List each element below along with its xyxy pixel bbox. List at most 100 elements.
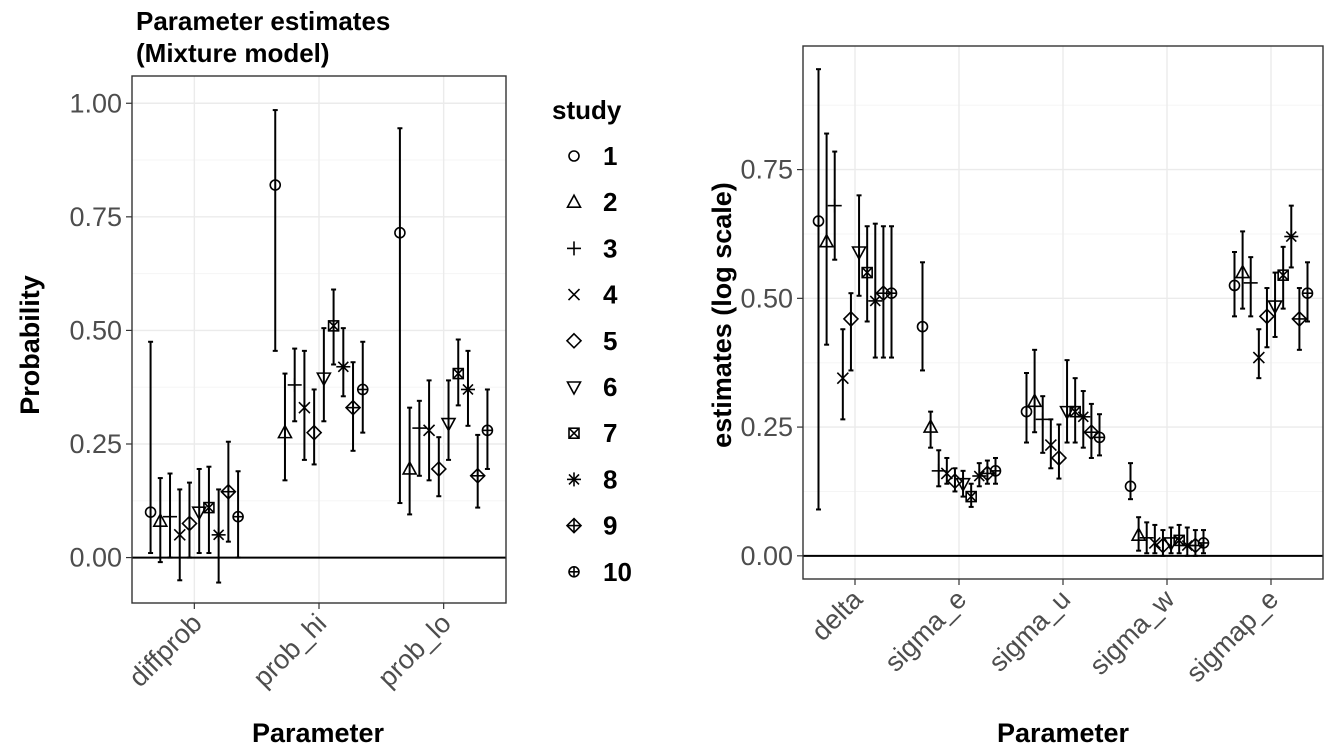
- point-study-10-sigma_w: [1197, 537, 1210, 549]
- point-study-3-prob_lo: [412, 421, 427, 436]
- legend-key-study-1: [568, 150, 580, 162]
- legend-title: study: [552, 95, 622, 125]
- point-study-10-prob_hi: [356, 383, 369, 396]
- legend-item-1: 1: [568, 141, 617, 171]
- legend-item-6: 6: [566, 372, 617, 402]
- point-study-4-delta: [836, 372, 849, 385]
- panel-1-series-7: [861, 225, 1289, 555]
- legend-key-study-8: [567, 472, 581, 487]
- legend-item-4: 4: [567, 280, 618, 310]
- right-x-axis-title: Parameter: [997, 718, 1130, 748]
- legend-item-8: 8: [567, 464, 617, 494]
- legend-item-5: 5: [565, 326, 617, 356]
- panel-1-x-tick-label-delta: delta: [806, 583, 869, 646]
- point-study-7-delta: [861, 266, 873, 279]
- point-study-1-prob_lo: [394, 226, 406, 239]
- point-study-8-prob_hi: [336, 359, 351, 374]
- point-study-6-prob_hi: [316, 372, 332, 387]
- point-study-4-sigma_e: [940, 467, 953, 480]
- panel-1-x-tick-label-sigma_w: sigma_w: [1084, 584, 1181, 681]
- panel-0-y-tick-label: 1.00: [69, 88, 122, 118]
- panel-1-y-tick-label: 0.25: [740, 412, 793, 442]
- panel-0-y-tick-label: 0.75: [69, 202, 122, 232]
- point-study-1-prob_hi: [269, 179, 282, 191]
- legend-label-2: 2: [603, 187, 617, 217]
- point-study-7-diffprob: [203, 501, 215, 514]
- point-study-7-prob_hi: [327, 320, 340, 332]
- point-study-2-prob_lo: [401, 460, 418, 475]
- point-study-10-sigmap_e: [1301, 287, 1314, 299]
- point-study-7-prob_lo: [452, 367, 465, 380]
- panel-1-x-tick-label-sigmap_e: sigmap_e: [1180, 584, 1284, 688]
- panel-0-y-tick-label: 0.50: [69, 315, 122, 345]
- panel-0-series-3: [163, 347, 427, 559]
- point-study-6-sigma_e: [955, 477, 971, 493]
- legend-key-study-9: [565, 517, 583, 534]
- point-study-8-diffprob: [211, 527, 226, 542]
- legend-item-10: 10: [568, 557, 632, 587]
- point-study-5-diffprob: [181, 515, 198, 532]
- legend-key-study-7: [568, 427, 580, 440]
- panel-1-y-tick-label: 0.75: [740, 155, 793, 185]
- legend-label-10: 10: [603, 557, 632, 587]
- legend-item-3: 3: [567, 233, 617, 263]
- panel-0-series-2: [152, 372, 418, 564]
- panel-1-series-1: [812, 68, 1241, 511]
- panel-0-series-5: [181, 388, 447, 559]
- point-study-1-sigmap_e: [1228, 279, 1241, 292]
- right-y-axis-title: estimates (log scale): [707, 182, 737, 448]
- point-study-1-sigma_e: [916, 320, 929, 333]
- panel-0-y-tick-label: 0.00: [69, 543, 122, 573]
- panel-1-series-2: [818, 132, 1251, 552]
- point-study-7-sigma_w: [1173, 534, 1185, 547]
- point-study-7-sigmap_e: [1277, 269, 1289, 281]
- point-study-3-sigma_u: [1035, 412, 1050, 427]
- point-study-8-delta: [868, 293, 883, 308]
- point-study-3-sigmap_e: [1243, 275, 1258, 290]
- panel-1-series-8: [868, 204, 1299, 557]
- point-study-4-sigma_u: [1044, 439, 1057, 452]
- point-study-10-sigma_e: [989, 465, 1002, 477]
- point-study-4-prob_lo: [423, 424, 436, 437]
- point-study-10-delta: [885, 287, 898, 299]
- legend-key-study-10: [568, 565, 580, 578]
- legend-item-7: 7: [568, 418, 617, 448]
- panel-1-x-tick-label-sigma_u: sigma_u: [983, 584, 1076, 677]
- point-study-6-prob_lo: [440, 417, 457, 433]
- legend-key-study-6: [566, 381, 582, 396]
- panel-0-series-6: [191, 327, 457, 555]
- point-study-6-diffprob: [191, 506, 208, 521]
- point-study-3-delta: [827, 198, 842, 213]
- point-study-9-sigmap_e: [1291, 310, 1308, 328]
- panel-1-series-10: [885, 225, 1314, 555]
- legend-key-study-3: [567, 241, 581, 256]
- point-study-4-sigmap_e: [1252, 351, 1265, 364]
- panel-0-y-tick-label: 0.25: [69, 429, 122, 459]
- point-study-7-sigma_e: [965, 490, 977, 503]
- point-study-1-delta: [812, 215, 825, 227]
- panel-0-x-tick-label-prob_lo: prob_lo: [372, 608, 457, 693]
- legend-item-9: 9: [565, 511, 617, 541]
- panel-1-series-9: [875, 225, 1308, 557]
- point-study-9-prob_lo: [469, 467, 486, 484]
- point-study-5-sigmap_e: [1258, 308, 1276, 325]
- panel-0-series-8: [211, 327, 475, 584]
- point-study-5-delta: [842, 310, 860, 328]
- legend-item-2: 2: [566, 187, 617, 217]
- point-study-2-sigma_w: [1130, 526, 1147, 542]
- point-study-2-delta: [818, 233, 835, 248]
- point-study-8-sigmap_e: [1284, 229, 1299, 244]
- legend-label-8: 8: [603, 464, 617, 494]
- point-study-6-sigmap_e: [1267, 300, 1283, 315]
- legend-key-study-2: [566, 193, 582, 208]
- point-study-9-prob_hi: [344, 399, 362, 416]
- panel-1-series-3: [827, 150, 1258, 555]
- point-study-2-sigma_u: [1026, 392, 1043, 408]
- panel-1-series-4: [836, 328, 1265, 555]
- left-y-axis-title: Probability: [15, 275, 45, 415]
- left-panel: Parameter estimates (Mixture model) Prob…: [15, 6, 507, 748]
- legend-label-1: 1: [603, 141, 617, 171]
- panel-0-series-7: [203, 288, 465, 555]
- point-study-9-sigma_u: [1083, 424, 1100, 441]
